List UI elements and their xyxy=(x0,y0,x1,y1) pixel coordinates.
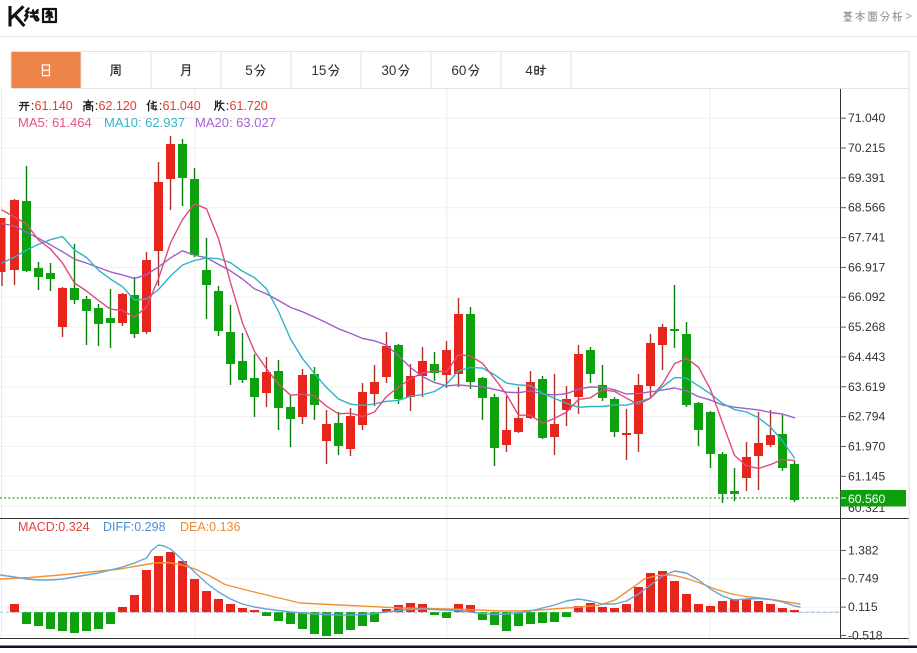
svg-text:0.749: 0.749 xyxy=(848,572,879,586)
svg-text:MA5: 61.464: MA5: 61.464 xyxy=(18,115,92,130)
svg-text::: : xyxy=(95,99,98,113)
svg-text:>: > xyxy=(905,9,912,23)
svg-text::: : xyxy=(159,99,162,113)
svg-text:4: 4 xyxy=(525,63,533,78)
svg-text:MA10: 62.937: MA10: 62.937 xyxy=(104,115,185,130)
svg-text:61.145: 61.145 xyxy=(848,469,885,483)
svg-text:61.040: 61.040 xyxy=(163,99,201,113)
svg-text:66.092: 66.092 xyxy=(848,290,885,304)
svg-text:60: 60 xyxy=(451,63,466,78)
svg-text:-0.518: -0.518 xyxy=(848,628,883,642)
svg-text:60.560: 60.560 xyxy=(848,492,885,506)
svg-text:63.619: 63.619 xyxy=(848,380,885,394)
svg-text:61.970: 61.970 xyxy=(848,439,885,453)
svg-text::: : xyxy=(226,99,229,113)
svg-text:MA20: 63.027: MA20: 63.027 xyxy=(195,115,276,130)
svg-text:62.794: 62.794 xyxy=(848,410,885,424)
svg-text:DIFF:0.298: DIFF:0.298 xyxy=(103,520,166,534)
svg-text:64.443: 64.443 xyxy=(848,350,885,364)
svg-text:61.140: 61.140 xyxy=(35,99,73,113)
svg-text:MACD:0.324: MACD:0.324 xyxy=(18,520,90,534)
svg-text:0.115: 0.115 xyxy=(848,600,878,614)
svg-text:71.040: 71.040 xyxy=(848,111,885,125)
svg-text:30: 30 xyxy=(381,63,396,78)
svg-text:1.382: 1.382 xyxy=(848,543,879,557)
svg-text:65.268: 65.268 xyxy=(848,320,885,334)
svg-text:68.566: 68.566 xyxy=(848,201,885,215)
svg-text:67.741: 67.741 xyxy=(848,231,885,245)
svg-text:5: 5 xyxy=(245,63,253,78)
svg-text:69.391: 69.391 xyxy=(848,171,885,185)
svg-text::: : xyxy=(31,99,34,113)
svg-text:62.120: 62.120 xyxy=(99,99,137,113)
svg-text:15: 15 xyxy=(311,63,326,78)
svg-text:66.917: 66.917 xyxy=(848,260,885,274)
svg-text:61.720: 61.720 xyxy=(230,99,268,113)
svg-text:DEA:0.136: DEA:0.136 xyxy=(180,520,241,534)
svg-text:70.215: 70.215 xyxy=(848,141,885,155)
